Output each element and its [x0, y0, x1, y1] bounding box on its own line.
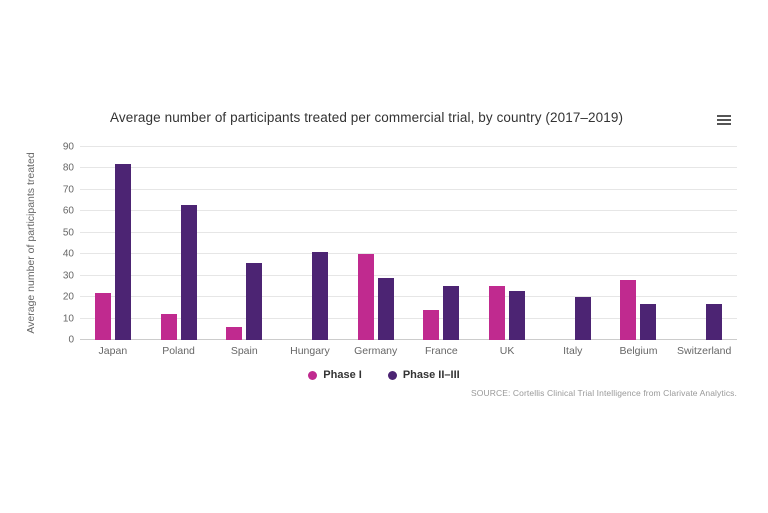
- legend-label: Phase I: [323, 369, 362, 381]
- hamburger-icon: [717, 115, 731, 125]
- y-tick-label: 90: [62, 141, 74, 153]
- gridline: [80, 274, 737, 276]
- y-tick-label: 70: [62, 184, 74, 196]
- bar: [180, 204, 197, 340]
- gridline: [80, 253, 737, 255]
- gridline: [80, 146, 737, 147]
- legend: Phase I Phase II–III: [0, 369, 768, 381]
- gridline: [80, 296, 737, 298]
- y-tick-label: 20: [62, 291, 74, 303]
- bar: [246, 262, 263, 340]
- bar-group: [409, 147, 475, 340]
- gridline: [80, 188, 737, 190]
- y-tick-label: 60: [62, 205, 74, 217]
- legend-dot-icon: [387, 370, 397, 380]
- x-axis-label: Poland: [162, 345, 195, 357]
- bar-group: [277, 147, 343, 340]
- bar: [423, 309, 440, 340]
- x-axis-labels: Japan Poland Spain Hungary Germany France UK It…: [80, 345, 737, 357]
- bar: [94, 292, 111, 340]
- x-axis-label: Italy: [563, 345, 583, 357]
- bar: [640, 303, 657, 340]
- bar-group: [211, 147, 277, 340]
- x-axis-line: [80, 339, 737, 340]
- bar-group: [343, 147, 409, 340]
- x-axis-label: Germany: [354, 345, 398, 357]
- x-axis-label: France: [425, 345, 458, 357]
- chart-title: Average number of participants treated p…: [110, 110, 624, 125]
- chart-context-menu-button[interactable]: [712, 110, 736, 130]
- bar: [226, 327, 243, 340]
- bar: [114, 164, 131, 340]
- bar: [620, 279, 637, 340]
- legend-dot-icon: [308, 370, 318, 380]
- gridline: [80, 231, 737, 233]
- gridline: [80, 317, 737, 319]
- gridline: [80, 167, 737, 169]
- x-axis-label: Hungary: [290, 345, 330, 357]
- y-tick-label: 0: [68, 334, 74, 346]
- gridline: [80, 210, 737, 212]
- legend-item[interactable]: Phase I: [308, 369, 362, 381]
- legend-item[interactable]: Phase II–III: [387, 369, 460, 381]
- legend-label: Phase II–III: [402, 369, 460, 381]
- y-tick-label: 40: [62, 248, 74, 260]
- x-axis-label: Spain: [230, 345, 258, 357]
- y-tick-label: 10: [62, 313, 74, 325]
- y-tick-label: 30: [62, 270, 74, 282]
- bar: [509, 290, 526, 340]
- bar: [443, 286, 460, 340]
- bar-group: [474, 147, 540, 340]
- x-axis-label: UK: [499, 345, 515, 357]
- bar: [311, 252, 328, 340]
- x-axis-label: Belgium: [619, 345, 658, 357]
- y-axis-tick-labels: 0 10 20 30 40 50 60 70 80 90: [0, 142, 74, 346]
- bar-group: [540, 147, 606, 340]
- bar: [706, 303, 723, 340]
- bar: [357, 254, 374, 340]
- bar-group: [606, 147, 672, 340]
- x-axis-label: Switzerland: [677, 345, 732, 357]
- y-tick-label: 80: [62, 162, 74, 174]
- bar-group: [671, 147, 737, 340]
- source-text: SOURCE: Cortellis Clinical Trial Intelli…: [471, 388, 737, 398]
- plot-area: [80, 146, 737, 340]
- bar: [574, 297, 591, 340]
- bar-group: [80, 147, 146, 340]
- bar-group: [146, 147, 212, 340]
- bar: [489, 286, 506, 340]
- bar: [377, 277, 394, 340]
- x-axis-label: Japan: [98, 345, 128, 357]
- y-tick-label: 50: [62, 227, 74, 239]
- bar: [160, 314, 177, 340]
